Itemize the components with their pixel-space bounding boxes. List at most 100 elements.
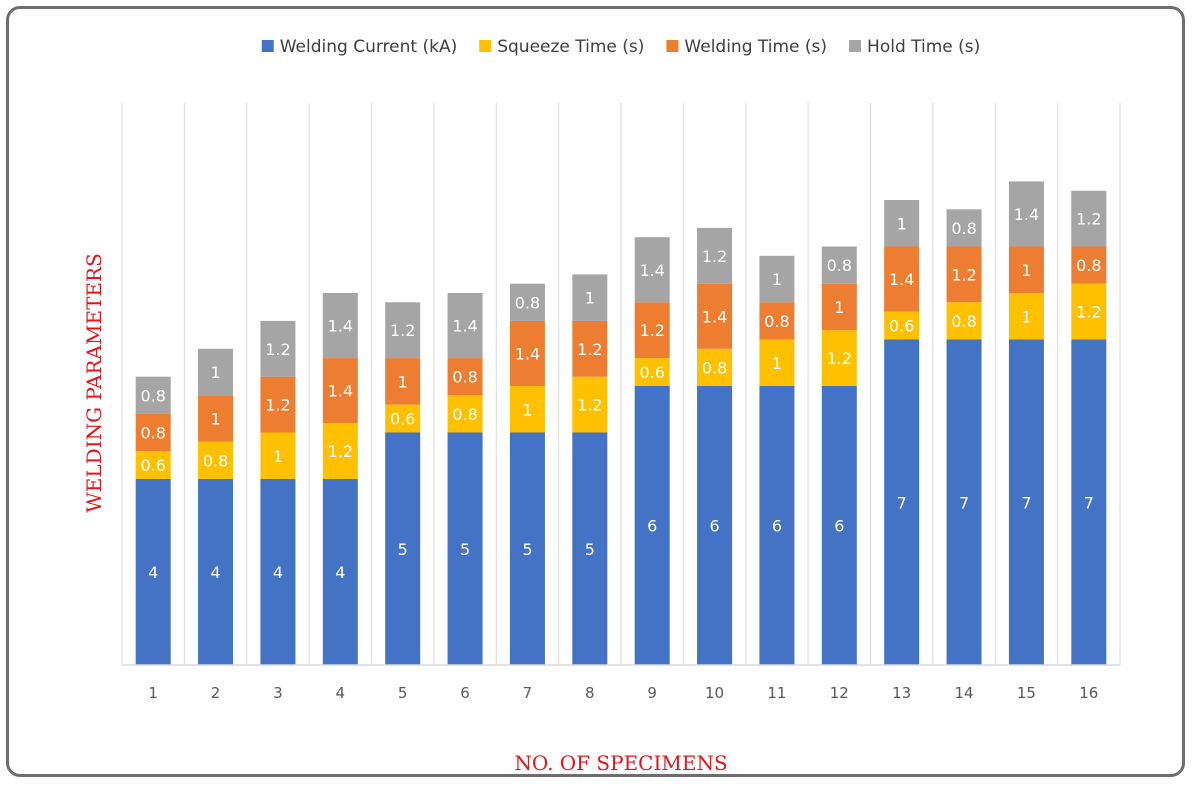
bar-segment-welding-current-ka	[634, 386, 670, 665]
x-tick-label: 12	[830, 684, 849, 702]
data-label: 4	[335, 563, 345, 582]
bar-segment-hold-time-s	[759, 255, 795, 303]
bar-segment-welding-time-s	[447, 358, 483, 396]
bar-segment-hold-time-s	[322, 293, 358, 359]
data-label: 1.2	[265, 340, 290, 359]
data-label: 1.4	[328, 382, 353, 401]
x-tick-label: 4	[336, 684, 346, 702]
bar-segment-squeeze-time-s	[1008, 293, 1044, 340]
data-label: 7	[1084, 493, 1094, 512]
data-label: 1.4	[452, 317, 477, 336]
data-label: 7	[897, 493, 907, 512]
bar-segment-squeeze-time-s	[260, 432, 296, 479]
bar-stack-5: 5 0.6 1 1.2	[385, 302, 421, 665]
data-label: 1.4	[328, 317, 353, 336]
bar-segment-welding-current-ka	[198, 479, 234, 665]
bar-segment-welding-current-ka	[884, 339, 920, 665]
bar-segment-welding-time-s	[572, 320, 608, 377]
data-label: 0.8	[764, 312, 789, 331]
data-label: 1	[585, 289, 595, 308]
bar-segment-welding-time-s	[198, 395, 234, 442]
data-label: 1	[210, 363, 220, 382]
bar-segment-hold-time-s	[1008, 181, 1044, 247]
legend: Welding Current (kA) Squeeze Time (s) Weld…	[261, 37, 980, 57]
bar-segment-welding-current-ka	[509, 432, 545, 665]
data-label: 0.6	[390, 410, 415, 429]
bar-segment-squeeze-time-s	[385, 404, 421, 433]
data-label: 1	[398, 372, 408, 391]
legend-label: Squeeze Time (s)	[497, 37, 644, 57]
gridlines	[121, 103, 1121, 665]
bar-segment-squeeze-time-s	[322, 423, 358, 479]
data-label: 1	[772, 270, 782, 289]
bar-segment-hold-time-s	[260, 320, 296, 377]
bar-segment-hold-time-s	[385, 302, 421, 359]
bar-stack-12: 6 1.2 1 0.8	[821, 246, 857, 665]
data-label: 0.8	[702, 358, 727, 377]
bar-segment-squeeze-time-s	[509, 386, 545, 433]
bars: 4 0.6 0.8 0.8 4 0.8 1 1 4 1 1.2 1.2 4 1.2 1.4 1.4 5 0.6 1 1…	[135, 181, 1107, 665]
bar-segment-hold-time-s	[135, 376, 171, 414]
data-label: 0.8	[515, 293, 540, 312]
legend-swatch	[479, 40, 492, 52]
data-label: 1.2	[827, 349, 852, 368]
legend-item-welding-time-s: Welding Time (s)	[666, 37, 827, 57]
data-label: 1.2	[265, 396, 290, 415]
bar-segment-welding-time-s	[884, 246, 920, 312]
bar-segment-welding-current-ka	[572, 432, 608, 665]
bar-stack-11: 610.81	[759, 255, 795, 665]
data-label: 1.2	[328, 442, 353, 461]
bar-segment-welding-time-s	[821, 283, 857, 331]
data-label: 0.8	[452, 368, 477, 387]
data-label: 1	[772, 354, 782, 373]
data-label: 1.4	[515, 344, 540, 363]
x-tick-label: 11	[767, 684, 786, 702]
x-tick-label: 16	[1079, 684, 1098, 702]
bar-stack-16: 7 1.2 0.8 1.2	[1071, 190, 1107, 665]
x-tick-label: 1	[148, 684, 158, 702]
data-label: 1	[1021, 307, 1031, 326]
bar-segment-welding-time-s	[322, 358, 358, 424]
x-tick-label: 15	[1017, 684, 1036, 702]
bar-segment-squeeze-time-s	[946, 302, 982, 340]
data-label: 7	[959, 493, 969, 512]
bar-stack-7: 5 1 1.4 0.8	[509, 283, 545, 665]
bar-stack-10: 6 0.8 1.4 1.2	[697, 227, 733, 665]
bar-segment-welding-time-s	[759, 302, 795, 340]
bar-segment-welding-time-s	[1008, 246, 1044, 293]
x-tick-label: 7	[523, 684, 533, 702]
x-tick-label: 13	[892, 684, 911, 702]
bar-segment-squeeze-time-s	[135, 451, 171, 479]
bar-segment-welding-current-ka	[322, 479, 358, 665]
bar-segment-squeeze-time-s	[759, 339, 795, 386]
bar-segment-welding-time-s	[135, 413, 171, 452]
bar-stack-3: 4 1 1.2 1.2	[260, 320, 296, 665]
bar-segment-welding-current-ka	[1008, 339, 1044, 665]
data-label: 5	[522, 540, 532, 559]
legend-item-welding-current-ka: Welding Current (kA)	[261, 37, 457, 57]
bar-segment-squeeze-time-s	[572, 376, 608, 433]
data-label: 0.8	[951, 219, 976, 238]
data-label: 6	[647, 517, 657, 536]
data-label: 1	[273, 447, 283, 466]
bar-segment-hold-time-s	[509, 283, 545, 321]
data-label: 1.2	[1076, 210, 1101, 229]
bar-stack-1: 4 0.6 0.8 0.8	[135, 376, 171, 665]
bar-segment-welding-current-ka	[260, 479, 296, 665]
bar-segment-squeeze-time-s	[634, 358, 670, 386]
bar-segment-welding-time-s	[946, 246, 982, 303]
y-axis-title: WELDING PARAMETERS	[82, 253, 106, 513]
bar-stack-9: 6 0.6 1.2 1.4	[634, 237, 670, 665]
data-label: 6	[709, 517, 719, 536]
data-label: 1	[897, 214, 907, 233]
data-label: 1.2	[577, 396, 602, 415]
bar-segment-hold-time-s	[821, 246, 857, 284]
data-label: 1.2	[639, 321, 664, 340]
x-tick-label: 6	[460, 684, 470, 702]
legend-label: Hold Time (s)	[867, 37, 980, 57]
legend-swatch	[666, 40, 679, 52]
bar-segment-hold-time-s	[634, 237, 670, 303]
bar-segment-hold-time-s	[572, 274, 608, 321]
legend-item-squeeze-time-s: Squeeze Time (s)	[479, 37, 644, 57]
data-label: 0.8	[1076, 256, 1101, 275]
